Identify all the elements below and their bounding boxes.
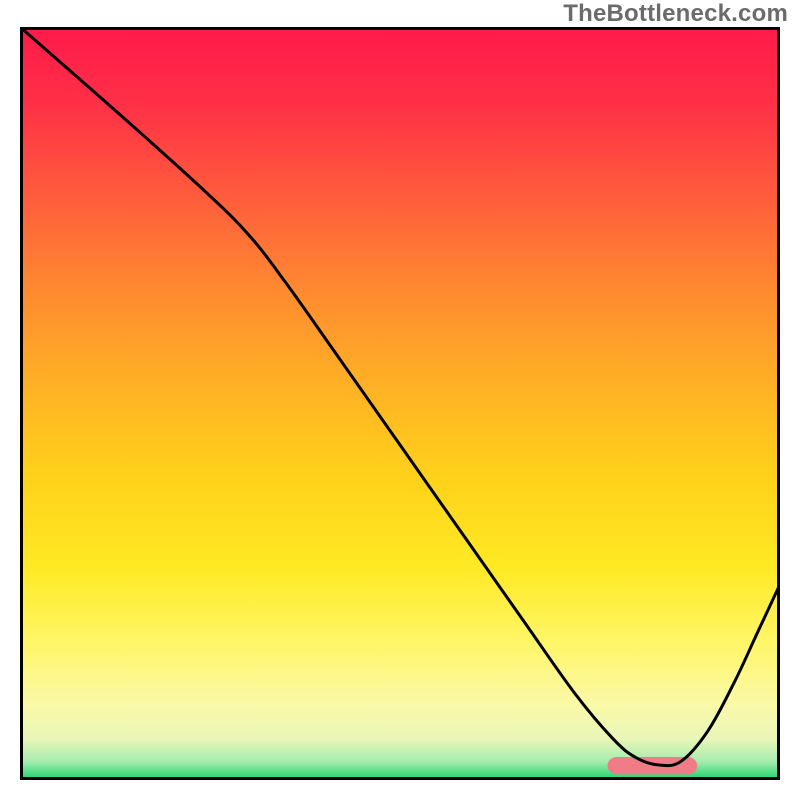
bottleneck-chart	[0, 0, 800, 800]
chart-container: TheBottleneck.com	[0, 0, 800, 800]
plot-area	[20, 27, 780, 780]
watermark-text: TheBottleneck.com	[563, 0, 788, 28]
gradient-background	[20, 27, 780, 780]
